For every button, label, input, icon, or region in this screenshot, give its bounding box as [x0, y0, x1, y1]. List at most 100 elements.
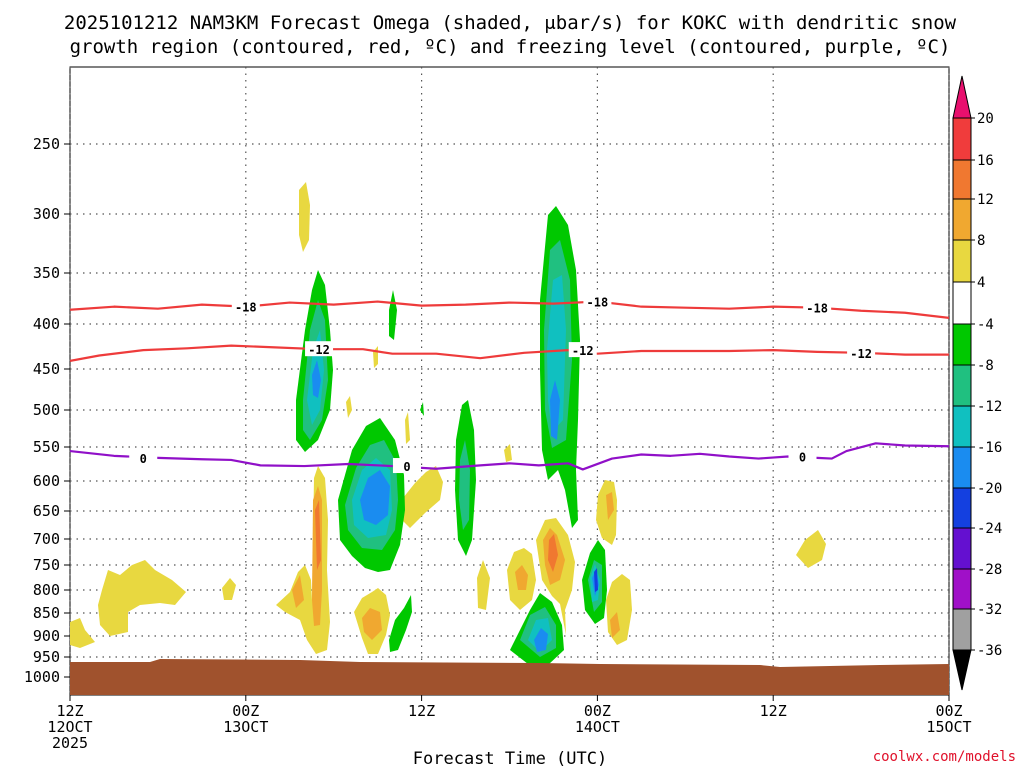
- colorbar-segment: [952, 608, 972, 651]
- contour-label-bg: [803, 299, 832, 315]
- x-tick-label: 00Z: [935, 702, 962, 720]
- y-tick-label: 950: [33, 648, 60, 666]
- y-tick-label: 700: [33, 530, 60, 548]
- colorbar-label: -4: [977, 317, 994, 333]
- colorbar-label: -36: [977, 643, 1002, 659]
- contour-label-bg: [231, 298, 260, 314]
- omega-region: [594, 568, 598, 592]
- contour-label: -12: [308, 343, 330, 357]
- colorbar: 20 16 12 8 4 -4 -8 -12 -16 -20 -24 -28 -32 -36: [952, 75, 1002, 691]
- y-tick-label: 300: [33, 205, 60, 223]
- contour-label-bg: [847, 344, 876, 360]
- x-tick-label: 2025: [52, 734, 88, 752]
- colorbar-segment: [952, 446, 972, 489]
- colorbar-segment: [952, 323, 972, 366]
- x-axis-label: Forecast Time (UTC): [413, 749, 607, 768]
- colorbar-segment: [952, 198, 972, 241]
- omega-region: [312, 360, 321, 398]
- colorbar-label: -12: [977, 399, 1002, 415]
- contour-line: [70, 344, 949, 362]
- contour-label-bg: [305, 341, 334, 357]
- omega-field: [70, 182, 826, 665]
- y-tick-label: 1000: [24, 668, 60, 686]
- omega-region: [796, 530, 826, 568]
- colorbar-segment: [952, 281, 972, 325]
- colorbar-label: 16: [977, 153, 994, 169]
- y-tick-label: 500: [33, 401, 60, 419]
- y-tick-label: 800: [33, 581, 60, 599]
- grid-lines: [69, 67, 950, 695]
- x-tick-label: 00Z: [584, 702, 611, 720]
- contour-label-bg: [129, 449, 158, 465]
- omega-region: [606, 492, 614, 520]
- contour-line: [70, 300, 949, 319]
- omega-region: [299, 182, 310, 252]
- colorbar-segment: [952, 649, 972, 691]
- colorbar-segment: [952, 487, 972, 529]
- contour-label: -12: [572, 344, 594, 358]
- colorbar-label: -28: [977, 562, 1002, 578]
- y-tick-label: 850: [33, 604, 60, 622]
- temperature-contours: [70, 300, 949, 471]
- colorbar-label: -20: [977, 481, 1002, 497]
- colorbar-segment: [952, 364, 972, 407]
- colorbar-label: -8: [977, 358, 994, 374]
- omega-region: [550, 380, 560, 440]
- omega-region: [70, 618, 95, 648]
- x-tick-label: 00Z: [232, 702, 259, 720]
- omega-region: [610, 612, 620, 638]
- contour-label: -18: [806, 302, 828, 316]
- omega-region: [504, 444, 512, 462]
- colorbar-segment: [952, 405, 972, 448]
- omega-region: [362, 608, 382, 640]
- omega-region: [402, 466, 443, 528]
- omega-negative-regions: [296, 206, 607, 665]
- y-tick-label: 900: [33, 627, 60, 645]
- chart-title-line1: 2025101212 NAM3KM Forecast Omega (shaded…: [64, 12, 957, 34]
- colorbar-label: 8: [977, 233, 985, 249]
- contour-label-bg: [392, 458, 421, 474]
- contour-label: -18: [587, 296, 609, 310]
- x-tick-label: 12Z: [56, 702, 83, 720]
- x-tick-label: 13OCT: [223, 718, 268, 736]
- colorbar-segment: [952, 75, 972, 119]
- contour-labels: -18 -18 -18 -12 -12 -12 0 0 0: [129, 293, 876, 474]
- credit-text[interactable]: coolwx.com/models: [873, 749, 1016, 765]
- colorbar-segment: [952, 527, 972, 570]
- colorbar-label: -32: [977, 602, 1002, 618]
- omega-region: [222, 578, 236, 600]
- omega-region: [389, 595, 412, 652]
- colorbar-segment: [952, 159, 972, 200]
- contour-label-bg: [788, 448, 817, 464]
- contour-label: -18: [235, 301, 257, 315]
- x-tick-label: 14OCT: [575, 718, 620, 736]
- omega-region: [346, 396, 352, 418]
- x-tick-label: 12Z: [760, 702, 787, 720]
- colorbar-label: -16: [977, 440, 1002, 456]
- omega-region: [315, 500, 321, 570]
- contour-label-bg: [583, 293, 612, 309]
- y-tick-label: 650: [33, 502, 60, 520]
- colorbar-label: 4: [977, 275, 985, 291]
- colorbar-segment: [952, 568, 972, 610]
- omega-region: [477, 560, 490, 610]
- x-tick-label: 12Z: [408, 702, 435, 720]
- y-tick-label: 450: [33, 360, 60, 378]
- contour-label: 0: [403, 460, 410, 474]
- colorbar-segment: [952, 117, 972, 161]
- y-tick-label: 550: [33, 438, 60, 456]
- colorbar-label: -24: [977, 521, 1002, 537]
- colorbar-segment: [952, 239, 972, 283]
- x-tick-label: 12OCT: [47, 718, 92, 736]
- plot-frame: [69, 66, 950, 696]
- omega-region: [98, 560, 186, 636]
- omega-region: [548, 534, 558, 572]
- y-tick-label: 600: [33, 472, 60, 490]
- omega-region: [292, 575, 304, 608]
- omega-region: [420, 402, 424, 416]
- chart-title-line2: growth region (contoured, red, ºC) and f…: [70, 36, 951, 58]
- y-tick-label: 750: [33, 556, 60, 574]
- y-tick-label: 250: [33, 135, 60, 153]
- x-tick-label: 15OCT: [926, 718, 971, 736]
